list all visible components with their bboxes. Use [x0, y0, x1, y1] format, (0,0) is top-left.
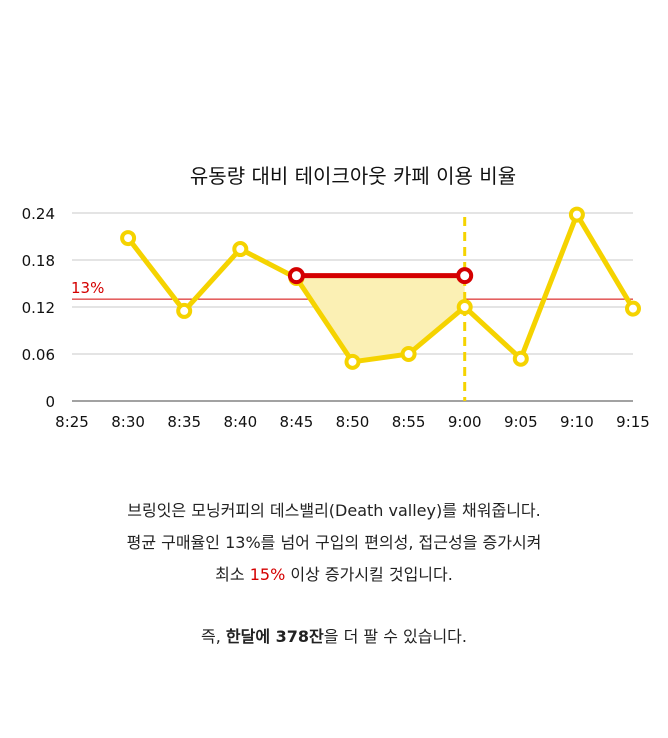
x-tick-label: 8:30 [111, 413, 145, 431]
data-point [176, 302, 193, 319]
reference-line-label: 13% [71, 279, 104, 297]
highlight-endpoint [456, 267, 474, 285]
data-point [344, 353, 361, 370]
x-tick-label: 9:05 [504, 413, 538, 431]
y-tick-label: 0.18 [22, 252, 55, 270]
x-tick-label: 8:45 [280, 413, 314, 431]
x-tick-label: 9:00 [448, 413, 482, 431]
x-tick-label: 8:40 [223, 413, 257, 431]
chart-title: 유동량 대비 테이크아웃 카페 이용 비율 [190, 164, 516, 188]
caption-line-4-pre: 즉, [201, 627, 226, 646]
caption-line-2: 평균 구매율인 13%를 넘어 구입의 편의성, 접근성을 증가시켜 [126, 533, 542, 552]
y-tick-label: 0.24 [22, 205, 55, 223]
line-chart: 유동량 대비 테이크아웃 카페 이용 비율 0 0.06 0.12 0.18 0.24 8… [22, 164, 650, 431]
y-tick-label: 0.12 [22, 299, 55, 317]
y-tick-label: 0 [45, 393, 55, 411]
caption-highlight-15: 15% [249, 565, 286, 584]
data-point [120, 230, 137, 247]
caption-line-4: 즉, 한달에 378잔을 더 팔 수 있습니다. [0, 623, 668, 647]
data-point [625, 300, 641, 317]
data-point [232, 241, 249, 258]
x-tick-label: 8:25 [55, 413, 89, 431]
x-tick-label: 8:50 [336, 413, 370, 431]
caption-line-4-post: 을 더 팔 수 있습니다. [323, 627, 467, 646]
data-point [400, 346, 417, 362]
data-point [568, 206, 585, 223]
x-tick-label: 9:10 [560, 413, 594, 431]
data-series-line [126, 212, 636, 365]
highlight-endpoint [287, 267, 305, 285]
data-point [456, 299, 473, 315]
caption-line-3-post: 이상 증가시킬 것입니다. [285, 565, 453, 584]
caption-line-1: 브링잇은 모닝커피의 데스밸리(Death valley)를 채워줍니다. [127, 501, 541, 520]
x-tick-label: 9:15 [616, 413, 650, 431]
y-tick-label: 0.06 [22, 346, 55, 364]
x-tick-label: 8:55 [392, 413, 426, 431]
caption-bold-378: 한달에 378잔 [225, 627, 324, 646]
x-tick-label: 8:35 [167, 413, 201, 431]
caption-line-3-pre: 최소 [215, 565, 250, 584]
data-point [512, 350, 529, 367]
caption-line-3: 최소 15% 이상 증가시킬 것입니다. [0, 561, 668, 585]
